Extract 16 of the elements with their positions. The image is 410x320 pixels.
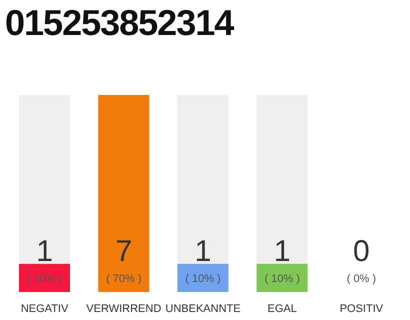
- annotation: 0: [353, 235, 370, 268]
- data-label: ( 0% ): [346, 273, 376, 285]
- x-tick-label: EGAL: [268, 303, 297, 315]
- data-label: ( 10% ): [264, 273, 300, 285]
- annotation: 1: [36, 235, 53, 268]
- annotation: 7: [115, 235, 132, 268]
- data-label: ( 10% ): [185, 273, 221, 285]
- data-label: ( 70% ): [106, 273, 142, 285]
- chart-title: 015253852314: [5, 2, 234, 44]
- x-tick-label: VERWIRREND: [86, 303, 162, 315]
- data-label: ( 10% ): [26, 273, 62, 285]
- annotation: 1: [194, 235, 212, 268]
- x-tick-label: NEGATIV: [20, 303, 69, 315]
- x-tick-label: UNBEKANNTE: [165, 303, 241, 315]
- x-tick-label: POSITIV: [340, 303, 384, 315]
- annotation: 1: [274, 235, 291, 268]
